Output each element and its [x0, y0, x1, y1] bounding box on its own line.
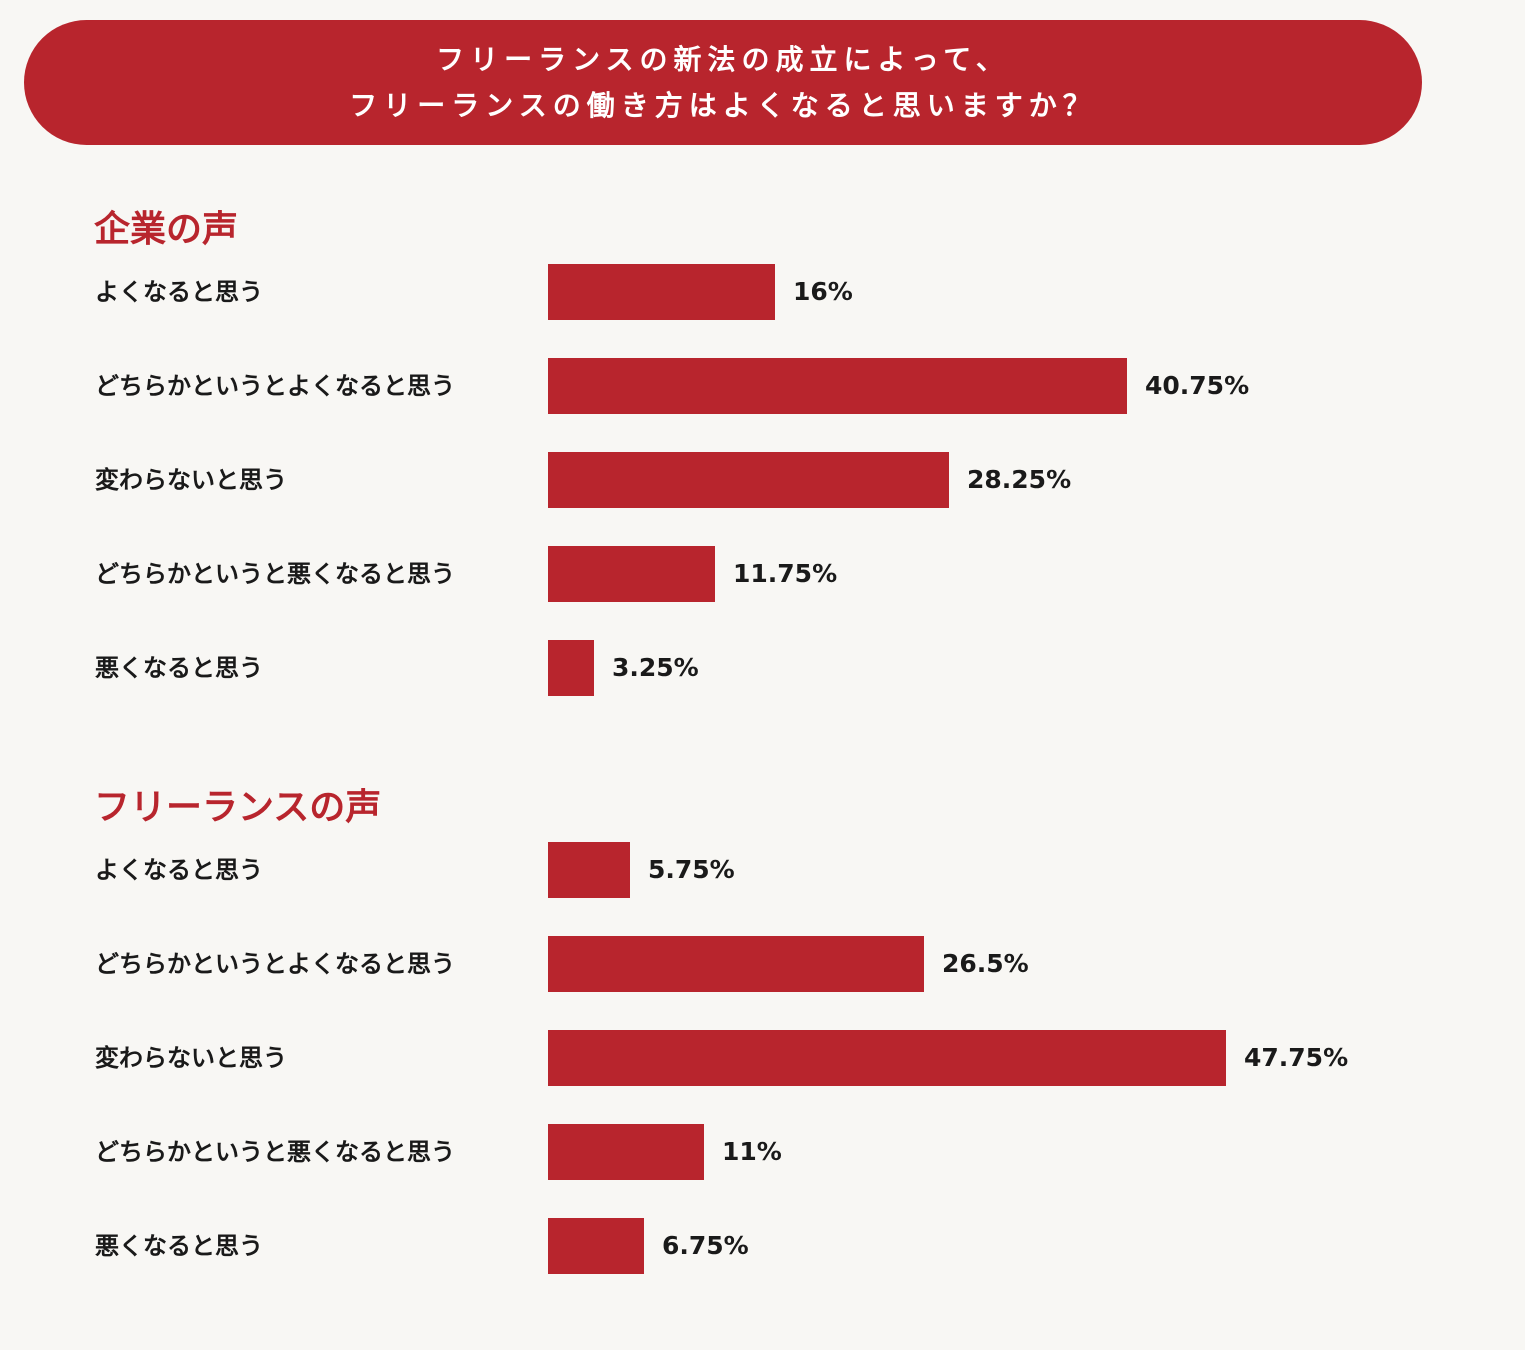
value-label: 26.5%	[942, 949, 1029, 978]
value-label: 11.75%	[733, 559, 838, 588]
category-label: 悪くなると思う	[95, 1232, 263, 1260]
value-label: 28.25%	[967, 465, 1072, 494]
bar-row-good: よくなると思う 16%	[0, 264, 1525, 320]
bar-somewhat-bad	[548, 546, 715, 602]
value-label: 47.75%	[1244, 1043, 1349, 1072]
bar-row-good: よくなると思う 5.75%	[0, 842, 1525, 898]
category-label: 悪くなると思う	[95, 654, 263, 682]
bar-good	[548, 842, 630, 898]
bar-somewhat-good	[548, 358, 1127, 414]
bar-row-bad: 悪くなると思う 3.25%	[0, 640, 1525, 696]
bar-row-no-change: 変わらないと思う 28.25%	[0, 452, 1525, 508]
bar-good	[548, 264, 775, 320]
bar-somewhat-bad	[548, 1124, 704, 1180]
value-label: 40.75%	[1145, 371, 1250, 400]
section-title-freelancers: フリーランスの声	[94, 787, 382, 828]
bar-row-no-change: 変わらないと思う 47.75%	[0, 1030, 1525, 1086]
bar-no-change	[548, 452, 949, 508]
value-label: 6.75%	[662, 1231, 749, 1260]
bar-bad	[548, 640, 594, 696]
category-label: どちらかというと悪くなると思う	[95, 1138, 455, 1166]
question-line-2: フリーランスの働き方はよくなると思いますか？	[349, 88, 1097, 122]
category-label: どちらかというとよくなると思う	[95, 950, 455, 978]
category-label: どちらかというと悪くなると思う	[95, 560, 455, 588]
bar-row-somewhat-bad: どちらかというと悪くなると思う 11.75%	[0, 546, 1525, 602]
value-label: 5.75%	[648, 855, 735, 884]
category-label: どちらかというとよくなると思う	[95, 372, 455, 400]
bar-row-somewhat-bad: どちらかというと悪くなると思う 11%	[0, 1124, 1525, 1180]
category-label: 変わらないと思う	[95, 466, 287, 494]
section-title-companies: 企業の声	[94, 209, 239, 250]
bar-bad	[548, 1218, 644, 1274]
bar-row-somewhat-good: どちらかというとよくなると思う 26.5%	[0, 936, 1525, 992]
value-label: 3.25%	[612, 653, 699, 682]
bar-row-somewhat-good: どちらかというとよくなると思う 40.75%	[0, 358, 1525, 414]
question-line-1: フリーランスの新法の成立によって、	[436, 42, 1010, 76]
bar-no-change	[548, 1030, 1226, 1086]
value-label: 11%	[722, 1137, 782, 1166]
question-banner: フリーランスの新法の成立によって、 フリーランスの働き方はよくなると思いますか？	[24, 20, 1422, 145]
value-label: 16%	[793, 277, 853, 306]
category-label: よくなると思う	[95, 856, 263, 884]
bar-somewhat-good	[548, 936, 924, 992]
bar-row-bad: 悪くなると思う 6.75%	[0, 1218, 1525, 1274]
category-label: よくなると思う	[95, 278, 263, 306]
category-label: 変わらないと思う	[95, 1044, 287, 1072]
